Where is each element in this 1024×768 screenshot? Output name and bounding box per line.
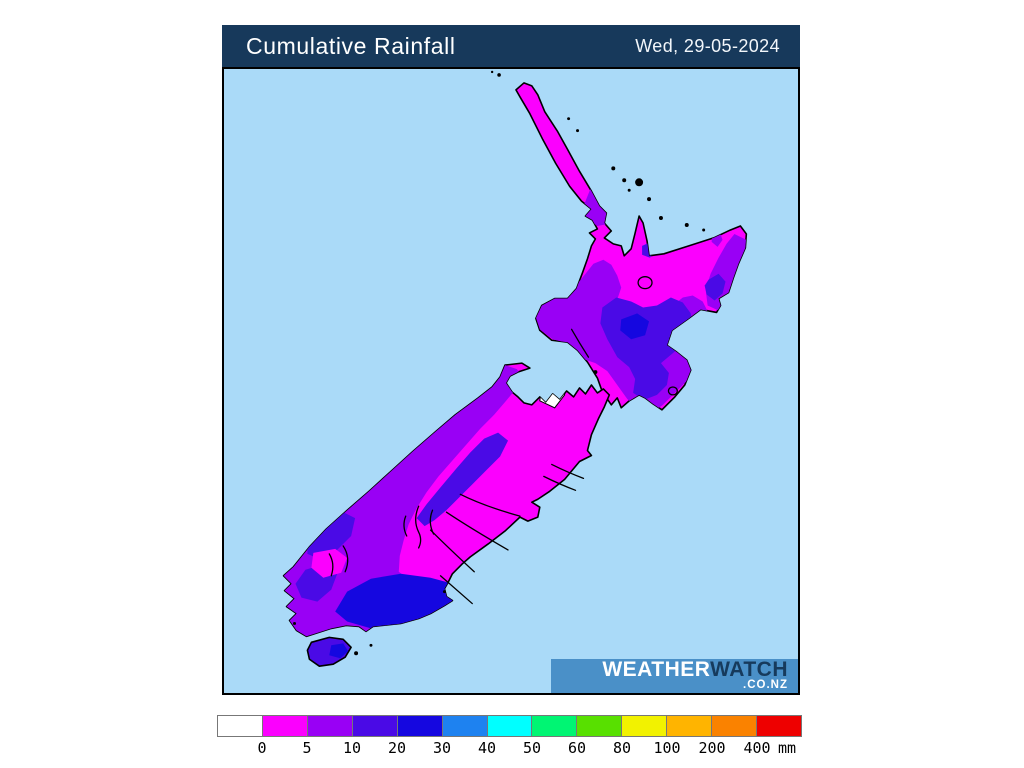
title-bar: Cumulative Rainfall Wed, 29-05-2024 — [222, 25, 800, 67]
legend-color-box — [262, 716, 308, 736]
rainfall-map-canvas — [224, 69, 798, 693]
map-date: Wed, 29-05-2024 — [635, 35, 780, 56]
legend-tick-label: 30 — [432, 739, 452, 757]
logo-brand-text: WEATHERWATCH — [602, 658, 788, 681]
legend-color-box — [442, 716, 488, 736]
legend-unit-label: mm — [777, 739, 797, 757]
legend-ticks: 0 5 10 20 30 40 50 60 80 100 200 400 mm — [217, 739, 802, 759]
legend-color-box — [712, 716, 758, 736]
legend-strip — [217, 715, 802, 737]
legend-color-box — [352, 716, 398, 736]
legend-color-box — [218, 716, 263, 736]
legend-tick-label: 200 — [698, 739, 726, 757]
rainfall-legend: 0 5 10 20 30 40 50 60 80 100 200 400 mm — [217, 715, 802, 760]
legend-tick-label: 40 — [477, 739, 497, 757]
legend-tick-label: 0 — [257, 739, 267, 757]
map-panel: WEATHERWATCH .CO.NZ — [222, 67, 800, 695]
legend-tick-label: 80 — [612, 739, 632, 757]
legend-color-box — [307, 716, 353, 736]
map-title: Cumulative Rainfall — [246, 32, 456, 59]
offshore-islands — [293, 70, 706, 656]
legend-tick-label: 5 — [302, 739, 312, 757]
legend-color-box — [757, 716, 801, 736]
legend-tick-label: 100 — [653, 739, 681, 757]
rainfall-magenta-pocket — [311, 548, 348, 578]
legend-color-box — [487, 716, 533, 736]
legend-color-box — [622, 716, 668, 736]
legend-color-box — [577, 716, 623, 736]
legend-color-box — [532, 716, 578, 736]
legend-tick-label: 400 — [743, 739, 771, 757]
legend-color-box — [667, 716, 713, 736]
river-lake-lines — [328, 276, 678, 605]
legend-tick-label: 10 — [342, 739, 362, 757]
weatherwatch-logo: WEATHERWATCH .CO.NZ — [551, 659, 798, 693]
legend-tick-label: 60 — [567, 739, 587, 757]
legend-color-box — [397, 716, 443, 736]
logo-suffix-text: .CO.NZ — [743, 679, 788, 691]
legend-tick-label: 50 — [522, 739, 542, 757]
legend-tick-label: 20 — [387, 739, 407, 757]
